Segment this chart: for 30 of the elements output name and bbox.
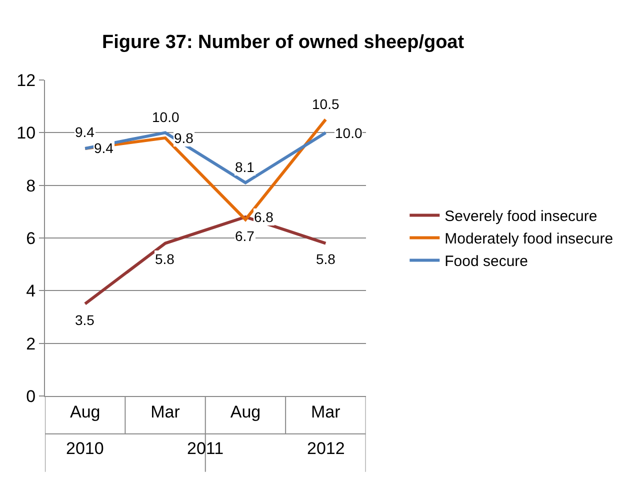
y-tick-label: 0 bbox=[26, 386, 36, 406]
legend-label: Moderately food insecure bbox=[444, 230, 614, 248]
x-tick-label: Mar bbox=[311, 402, 341, 422]
data-label: 10.0 bbox=[335, 125, 362, 141]
legend-label: Food secure bbox=[444, 253, 528, 270]
text: 2010 bbox=[66, 439, 104, 458]
data-label: 5.8 bbox=[155, 251, 175, 267]
chart-title: Figure 37: Number of owned sheep/goat bbox=[102, 32, 465, 54]
x-tick-label: Aug bbox=[70, 402, 100, 422]
y-tick-label: 12 bbox=[16, 70, 36, 90]
text: 2011 bbox=[187, 439, 224, 458]
x-tick-label: Aug bbox=[230, 402, 261, 422]
data-label: 6.8 bbox=[254, 209, 274, 225]
y-tick-label: 10 bbox=[16, 124, 36, 143]
data-label: 8.1 bbox=[235, 159, 255, 175]
data-label: 10.0 bbox=[152, 109, 180, 125]
data-label: 9.8 bbox=[174, 130, 194, 146]
y-tick-label: 4 bbox=[26, 282, 36, 301]
data-label: 9.4 bbox=[94, 140, 114, 156]
y-tick-label: 6 bbox=[26, 228, 36, 248]
data-label: 10.5 bbox=[312, 96, 340, 112]
x-tick-label: Mar bbox=[150, 402, 180, 422]
legend-label: Severely food insecure bbox=[444, 208, 598, 226]
text: 2012 bbox=[307, 439, 345, 458]
y-tick-label: 8 bbox=[26, 176, 36, 196]
data-label: 3.5 bbox=[75, 312, 95, 328]
data-label: 6.7 bbox=[235, 228, 255, 244]
data-label: 9.4 bbox=[75, 124, 95, 140]
y-tick-label: 2 bbox=[26, 334, 36, 354]
data-label: 5.8 bbox=[316, 251, 336, 267]
